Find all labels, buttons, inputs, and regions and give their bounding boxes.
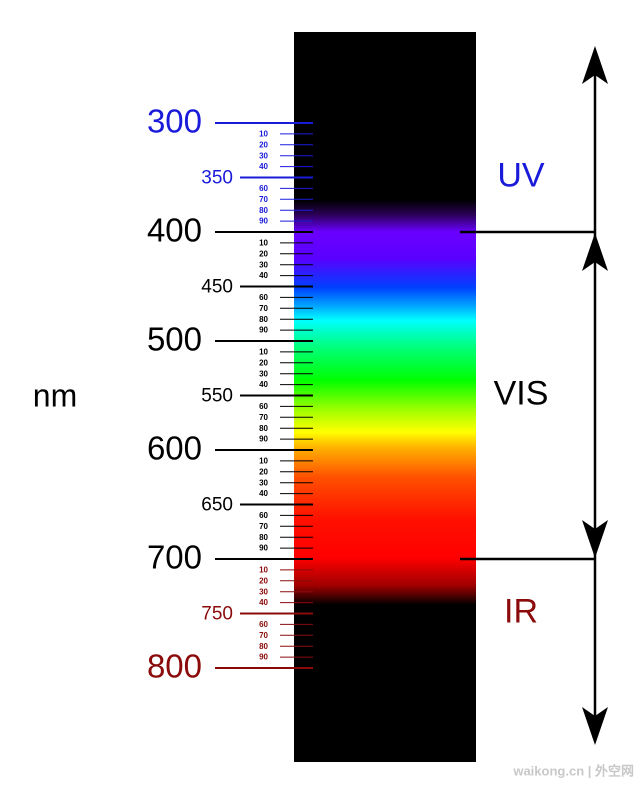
minor-tick-label: 10	[259, 130, 268, 139]
minor-tick-label: 20	[259, 140, 268, 149]
arrowhead	[582, 233, 608, 271]
major-tick-label: 450	[201, 277, 233, 298]
major-tick-label: 500	[147, 321, 202, 358]
minor-tick-label: 20	[259, 467, 268, 476]
minor-tick-label: 30	[259, 369, 268, 378]
range-arrows	[460, 46, 608, 745]
major-tick-label: 750	[201, 604, 233, 625]
minor-tick-label: 20	[259, 249, 268, 258]
minor-tick-label: 30	[259, 587, 268, 596]
minor-tick-label: 60	[259, 293, 268, 302]
minor-tick-label: 10	[259, 457, 268, 466]
minor-tick-label: 10	[259, 239, 268, 248]
major-tick-label: 350	[201, 168, 233, 189]
minor-tick-label: 80	[259, 424, 268, 433]
arrowhead	[582, 46, 608, 84]
major-tick-label: 800	[147, 648, 202, 685]
region-label: UV	[497, 156, 545, 194]
minor-tick-label: 30	[259, 151, 268, 160]
major-tick-label: 600	[147, 430, 202, 467]
minor-tick-label: 80	[259, 206, 268, 215]
minor-tick-label: 60	[259, 402, 268, 411]
region-label: IR	[504, 592, 538, 630]
minor-tick-label: 90	[259, 326, 268, 335]
minor-tick-label: 20	[259, 358, 268, 367]
minor-tick-label: 40	[259, 380, 268, 389]
major-tick-label: 700	[147, 539, 202, 576]
minor-tick-label: 20	[259, 576, 268, 585]
arrowhead	[582, 707, 608, 745]
minor-tick-label: 40	[259, 489, 268, 498]
unit-label: nm	[33, 377, 77, 413]
major-tick-label: 550	[201, 386, 233, 407]
minor-tick-label: 10	[259, 348, 268, 357]
minor-tick-label: 60	[259, 620, 268, 629]
minor-tick-label: 30	[259, 478, 268, 487]
minor-tick-label: 70	[259, 413, 268, 422]
minor-tick-label: 40	[259, 271, 268, 280]
minor-tick-label: 30	[259, 260, 268, 269]
minor-tick-label: 60	[259, 184, 268, 193]
minor-tick-label: 70	[259, 631, 268, 640]
minor-tick-label: 40	[259, 598, 268, 607]
major-tick-label: 650	[201, 495, 233, 516]
minor-tick-label: 70	[259, 195, 268, 204]
minor-tick-label: 80	[259, 315, 268, 324]
minor-tick-label: 10	[259, 566, 268, 575]
major-tick-label: 400	[147, 212, 202, 249]
minor-tick-label: 90	[259, 653, 268, 662]
watermark: waikong.cn | 外空网	[512, 763, 634, 778]
minor-tick-label: 80	[259, 642, 268, 651]
minor-tick-label: 60	[259, 511, 268, 520]
spectrum-strip	[294, 32, 476, 762]
major-tick-label: 300	[147, 103, 202, 140]
minor-tick-label: 90	[259, 435, 268, 444]
minor-tick-label: 90	[259, 544, 268, 553]
minor-tick-label: 40	[259, 162, 268, 171]
minor-tick-label: 70	[259, 522, 268, 531]
minor-tick-label: 90	[259, 217, 268, 226]
arrowhead	[582, 520, 608, 558]
minor-tick-label: 80	[259, 533, 268, 542]
region-label: VIS	[494, 374, 549, 412]
minor-tick-label: 70	[259, 304, 268, 313]
